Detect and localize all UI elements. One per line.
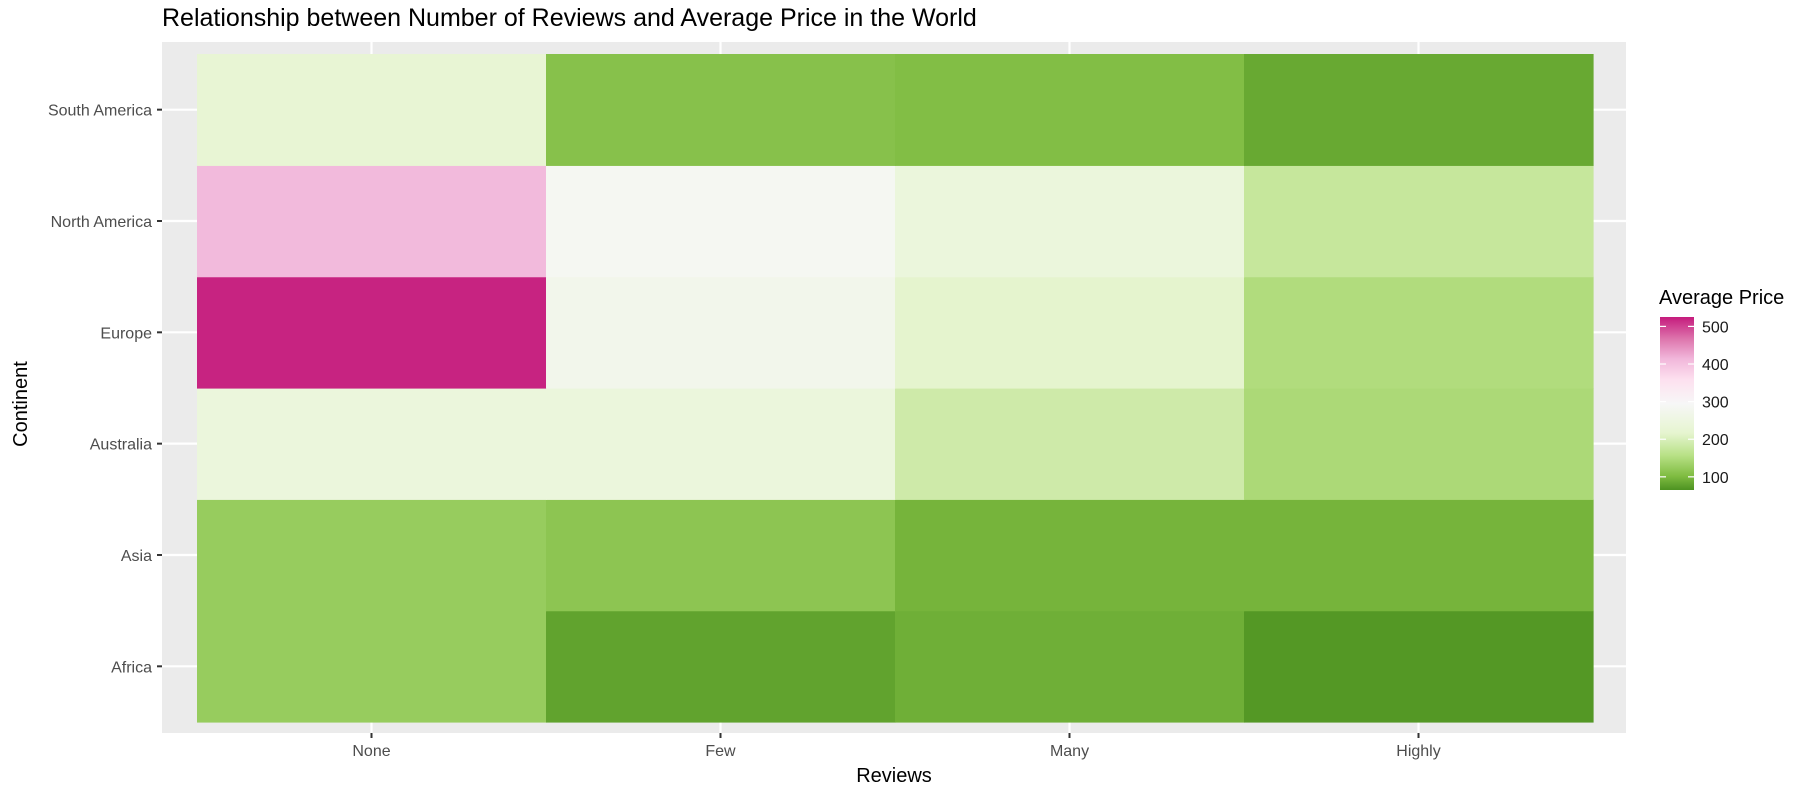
legend-tick-label: 300 — [1702, 395, 1729, 412]
legend-title: Average Price — [1659, 287, 1784, 309]
y-tick-label: Australia — [90, 437, 152, 454]
legend-tick-label: 100 — [1702, 470, 1729, 487]
tile-north-america-none — [197, 165, 547, 278]
tile-europe-highly — [1244, 276, 1594, 389]
tile-europe-few — [546, 276, 896, 389]
tile-asia-many — [895, 499, 1245, 612]
chart-title: Relationship between Number of Reviews a… — [162, 4, 977, 32]
x-axis-title: Reviews — [856, 765, 932, 787]
x-tick-label: Few — [705, 743, 736, 760]
x-tick-label: Many — [1050, 743, 1089, 760]
heatmap-tiles — [197, 54, 1594, 723]
tile-europe-none — [197, 276, 547, 389]
tile-south-america-none — [197, 54, 547, 166]
tile-asia-none — [197, 499, 547, 612]
y-axis-title: Continent — [10, 361, 32, 447]
legend: Average Price 100 200 300 400 500 — [1659, 287, 1784, 490]
y-axis: Africa Asia Australia Europe North America So… — [48, 103, 162, 676]
legend-color-bar — [1660, 317, 1694, 490]
legend-tick-label: 400 — [1702, 357, 1729, 374]
legend-tick-label: 200 — [1702, 432, 1729, 449]
tile-australia-none — [197, 387, 547, 500]
tile-south-america-highly — [1244, 54, 1594, 166]
tile-australia-highly — [1244, 387, 1594, 500]
y-tick-label: Europe — [100, 325, 152, 342]
y-tick-label: Africa — [111, 659, 152, 676]
y-tick-label: South America — [48, 103, 152, 120]
tile-north-america-many — [895, 165, 1245, 278]
legend-ticks: 100 200 300 400 500 — [1660, 319, 1729, 487]
tile-asia-few — [546, 499, 896, 612]
tile-africa-few — [546, 610, 896, 723]
tile-australia-few — [546, 387, 896, 500]
y-tick-label: Asia — [121, 548, 152, 565]
x-axis: None Few Many Highly — [352, 733, 1441, 760]
tile-europe-many — [895, 276, 1245, 389]
tile-africa-highly — [1244, 610, 1594, 723]
x-tick-label: Highly — [1396, 743, 1440, 760]
tile-africa-many — [895, 610, 1245, 723]
tile-south-america-many — [895, 54, 1245, 166]
y-tick-label: North America — [51, 214, 152, 231]
tile-australia-many — [895, 387, 1245, 500]
tile-north-america-highly — [1244, 165, 1594, 278]
tile-north-america-few — [546, 165, 896, 278]
legend-tick-label: 500 — [1702, 319, 1729, 336]
tile-africa-none — [197, 610, 547, 723]
tile-asia-highly — [1244, 499, 1594, 612]
tile-south-america-few — [546, 54, 896, 166]
x-tick-label: None — [352, 743, 390, 760]
